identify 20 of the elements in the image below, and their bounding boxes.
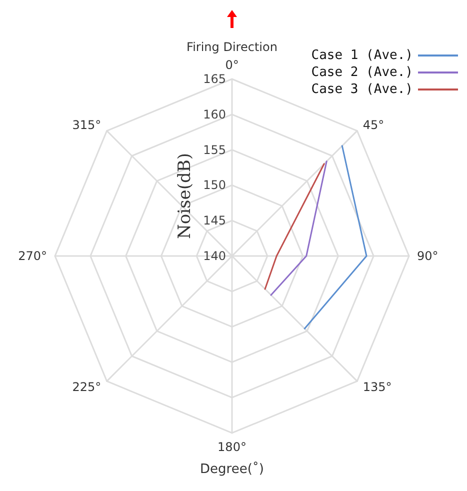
- spoke-label: 270°: [18, 249, 47, 263]
- y-tick-label: 155: [203, 142, 226, 157]
- y-tick-label: 140: [203, 249, 226, 263]
- y-tick-label: 165: [203, 72, 226, 86]
- spoke-label: 0°: [225, 58, 239, 72]
- spoke-label: 90°: [417, 249, 438, 263]
- legend-label: Case 2 (Ave.): [311, 65, 413, 80]
- legend-label: Case 1 (Ave.): [311, 48, 413, 63]
- spoke-label: 135°: [362, 380, 392, 394]
- spoke-label: 45°: [362, 118, 384, 132]
- text: Degree(˚): [199, 462, 265, 477]
- y-tick-label: 160: [203, 107, 226, 122]
- spoke-label: 180°: [218, 440, 246, 454]
- y-tick-label: 145: [203, 214, 226, 228]
- y-tick-label: 150: [203, 178, 226, 192]
- legend-label: Case 3 (Ave.): [311, 82, 413, 97]
- text: Noise(dB): [175, 152, 195, 241]
- text: Firing Direction: [186, 40, 278, 54]
- spoke-label: 315°: [72, 118, 102, 132]
- spoke-label: 225°: [72, 380, 102, 394]
